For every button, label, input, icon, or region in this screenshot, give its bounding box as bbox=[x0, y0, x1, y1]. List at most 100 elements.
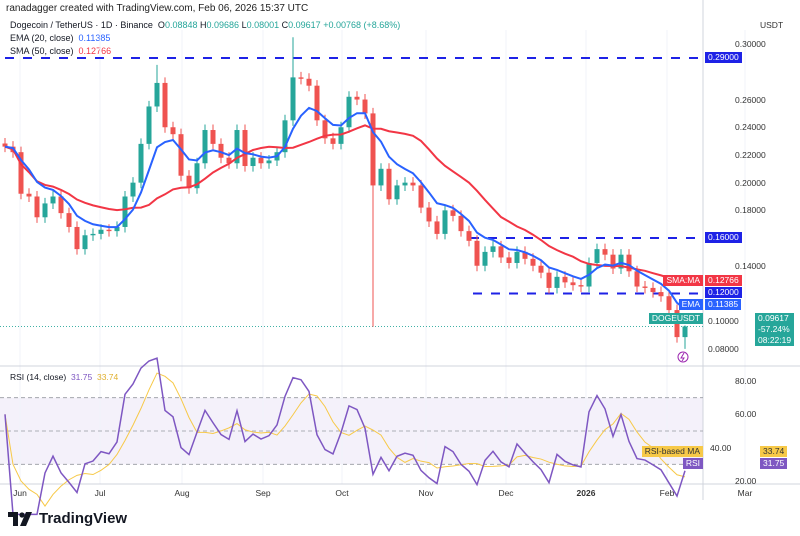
candle-body bbox=[522, 251, 528, 259]
low-value: 0.08001 bbox=[246, 20, 280, 30]
candle-body bbox=[634, 271, 640, 287]
candle-body bbox=[402, 182, 408, 186]
ema-label: EMA (20, close) bbox=[10, 33, 74, 43]
high-label: H bbox=[200, 20, 207, 30]
ema-legend[interactable]: EMA (20, close) 0.11385 bbox=[10, 32, 400, 45]
sma-tag-value: 0.12766 bbox=[705, 275, 742, 286]
level-tag-029: 0.29000 bbox=[705, 52, 742, 63]
sma-label: SMA (50, close) bbox=[10, 46, 74, 56]
sma-50-line bbox=[4, 124, 686, 285]
candle-body bbox=[194, 163, 200, 189]
candle-body bbox=[162, 82, 168, 128]
lightning-bolt-icon bbox=[680, 352, 685, 362]
close-label: C bbox=[281, 20, 289, 30]
candle-body bbox=[658, 292, 664, 297]
candle-body bbox=[642, 286, 648, 288]
price-tick: 0.22000 bbox=[735, 149, 766, 160]
time-tick: Jun bbox=[13, 488, 27, 498]
candle-body bbox=[362, 99, 368, 114]
candle-body bbox=[250, 157, 256, 167]
close-value: 0.09617 bbox=[288, 20, 321, 30]
candle-body bbox=[426, 207, 432, 222]
price-tick: 0.08000 bbox=[708, 343, 739, 354]
sma-tag-name: SMA:MA bbox=[663, 275, 703, 286]
sma-legend[interactable]: SMA (50, close) 0.12766 bbox=[10, 45, 400, 58]
candle-body bbox=[410, 182, 416, 186]
candle-body bbox=[26, 193, 32, 197]
ohlc-row: Dogecoin / TetherUS · 1D · Binance O 0.08… bbox=[10, 19, 400, 32]
candle-body bbox=[242, 130, 248, 167]
price-tick: 0.20000 bbox=[735, 177, 766, 188]
candle-body bbox=[450, 210, 456, 216]
chart-credit: ranadagger created with TradingView.com,… bbox=[6, 3, 309, 14]
currency-label: USDT bbox=[760, 20, 784, 30]
candle-body bbox=[234, 130, 240, 164]
price-tick: 0.26000 bbox=[735, 94, 766, 105]
candle-body bbox=[594, 249, 600, 263]
time-tick: Feb bbox=[659, 488, 675, 498]
change-value: +0.00768 (+8.68%) bbox=[323, 20, 401, 30]
candle-body bbox=[618, 254, 624, 269]
candle-body bbox=[434, 221, 440, 234]
candle-body bbox=[18, 152, 24, 194]
candle-body bbox=[298, 77, 304, 79]
candle-body bbox=[186, 175, 192, 189]
ema-value: 0.11385 bbox=[78, 33, 111, 43]
ema-tag-value: 0.11385 bbox=[705, 299, 742, 310]
candle-body bbox=[474, 240, 480, 266]
bar-countdown: 08:22:19 bbox=[758, 335, 792, 345]
price-tick: 0.10000 bbox=[708, 316, 739, 327]
rsi-ma-value: 33.74 bbox=[96, 372, 119, 382]
symbol-tag-name: DOGEUSDT bbox=[648, 313, 703, 324]
price-tick: 0.18000 bbox=[735, 205, 766, 216]
time-tick: Nov bbox=[418, 488, 434, 498]
candle-body bbox=[458, 215, 464, 232]
lightning-icon bbox=[677, 351, 689, 363]
candle-body bbox=[314, 85, 320, 121]
candle-body bbox=[610, 254, 616, 269]
level-tag-016: 0.16000 bbox=[705, 232, 742, 243]
candle-body bbox=[170, 127, 176, 135]
candle-body bbox=[2, 143, 8, 147]
candle-body bbox=[546, 272, 552, 288]
candle-body bbox=[602, 249, 608, 255]
candle-body bbox=[466, 231, 472, 241]
candle-body bbox=[346, 96, 352, 128]
candle-body bbox=[106, 229, 112, 232]
candle-body bbox=[226, 157, 232, 164]
candle-body bbox=[282, 120, 288, 153]
rsi-ma-tag-name: RSI-based MA bbox=[641, 446, 703, 457]
candle-body bbox=[210, 130, 216, 144]
rsi-ma-line bbox=[4, 372, 686, 507]
time-tick: Aug bbox=[174, 488, 190, 498]
candle-body bbox=[330, 138, 336, 144]
ema-20-line bbox=[4, 106, 686, 310]
time-tick: Dec bbox=[498, 488, 514, 498]
sma-value: 0.12766 bbox=[78, 46, 112, 56]
candle-body bbox=[370, 113, 376, 186]
candle-body bbox=[386, 168, 392, 200]
rsi-line bbox=[4, 357, 686, 516]
candle-body bbox=[66, 213, 72, 227]
candle-body bbox=[42, 203, 48, 218]
candle-body bbox=[530, 258, 536, 266]
candle-body bbox=[82, 235, 88, 250]
candle-body bbox=[130, 182, 136, 197]
candle-body bbox=[442, 210, 448, 234]
price-tick: 0.14000 bbox=[735, 260, 766, 271]
rsi-tick: 40.00 bbox=[710, 442, 732, 453]
candle-body bbox=[74, 226, 80, 250]
candle-body bbox=[322, 120, 328, 139]
open-label: O bbox=[157, 20, 165, 30]
candle-body bbox=[266, 160, 272, 164]
rsi-legend[interactable]: RSI (14, close) 31.75 33.74 bbox=[10, 372, 118, 382]
level-tag-012: 0.12000 bbox=[705, 287, 742, 298]
candle-body bbox=[58, 196, 64, 214]
candle-body bbox=[498, 246, 504, 258]
time-tick: 2026 bbox=[576, 488, 596, 498]
candle-body bbox=[682, 326, 688, 338]
chart-legend: Dogecoin / TetherUS · 1D · Binance O 0.08… bbox=[10, 19, 400, 58]
symbol-title[interactable]: Dogecoin / TetherUS · 1D · Binance bbox=[10, 20, 153, 30]
candle-body bbox=[34, 196, 40, 218]
tradingview-logo[interactable]: TradingView bbox=[8, 510, 127, 527]
